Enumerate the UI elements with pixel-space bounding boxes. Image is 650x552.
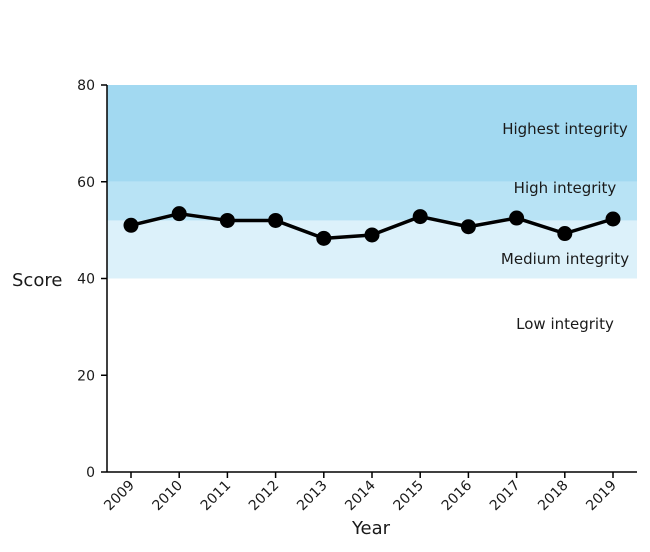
x-tick-label: 2009: [101, 478, 138, 515]
x-axis-title: Year: [351, 518, 391, 539]
data-point-2013: [316, 230, 332, 246]
band-label-1: Medium integrity: [501, 250, 629, 268]
x-tick-label: 2015: [391, 478, 428, 515]
band-label-0: Low integrity: [516, 315, 614, 333]
band-label-2: High integrity: [514, 179, 617, 197]
x-axis-ticks: 2009 2010 2011 2012 2013 2014 2015 2016 2017 2018…: [101, 472, 620, 514]
y-tick-label: 20: [77, 368, 95, 384]
band-2: [107, 181, 637, 221]
integrity-band-labels: Low integrity Medium integrity High integr…: [501, 120, 629, 333]
x-tick-label: 2018: [535, 478, 572, 515]
data-point-2018: [557, 226, 573, 242]
x-tick-label: 2011: [198, 478, 235, 515]
data-point-2010: [171, 206, 187, 222]
y-axis-title: Score: [12, 270, 62, 291]
integrity-bands: [107, 85, 637, 472]
x-tick-label: 2019: [583, 478, 620, 515]
x-tick-label: 2014: [342, 477, 379, 514]
y-tick-label: 40: [77, 272, 95, 288]
band-0: [107, 278, 637, 472]
data-point-2009: [123, 217, 139, 233]
y-tick-label: 80: [77, 78, 95, 94]
data-point-2017: [509, 210, 525, 226]
y-axis-ticks: 0 20 40 60 80: [77, 78, 107, 481]
x-tick-label: 2012: [246, 478, 283, 515]
data-point-2019: [605, 211, 621, 227]
x-tick-label: 2017: [487, 478, 524, 515]
data-point-2011: [219, 212, 235, 228]
band-3: [107, 85, 637, 182]
band-label-3: Highest integrity: [502, 120, 628, 138]
y-tick-label: 0: [86, 465, 95, 481]
x-tick-label: 2013: [294, 478, 331, 515]
data-point-2015: [412, 209, 428, 225]
data-point-2012: [268, 212, 284, 228]
score-series: [123, 206, 621, 246]
x-tick-label: 2010: [150, 478, 187, 515]
data-point-2016: [460, 219, 476, 235]
y-tick-label: 60: [77, 175, 95, 191]
x-tick-label: 2016: [439, 477, 476, 514]
data-point-2014: [364, 227, 380, 243]
